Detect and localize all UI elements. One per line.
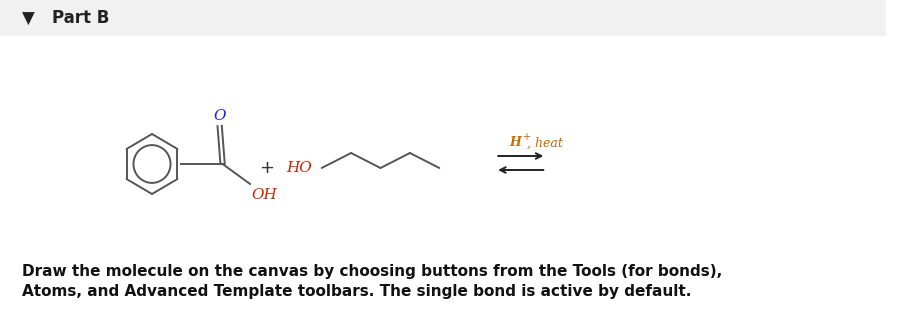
Text: Draw the molecule on the canvas by choosing buttons from the Tools (for bonds),
: Draw the molecule on the canvas by choos…	[22, 264, 721, 299]
Text: HO: HO	[286, 161, 312, 175]
Text: O: O	[213, 109, 226, 123]
Text: +: +	[259, 159, 274, 177]
Text: ▼   Part B: ▼ Part B	[22, 9, 109, 27]
Text: OH: OH	[251, 188, 277, 202]
Text: , heat: , heat	[526, 137, 562, 150]
Text: H: H	[509, 137, 520, 150]
Text: +: +	[521, 132, 529, 142]
Bar	[0, 0, 885, 36]
